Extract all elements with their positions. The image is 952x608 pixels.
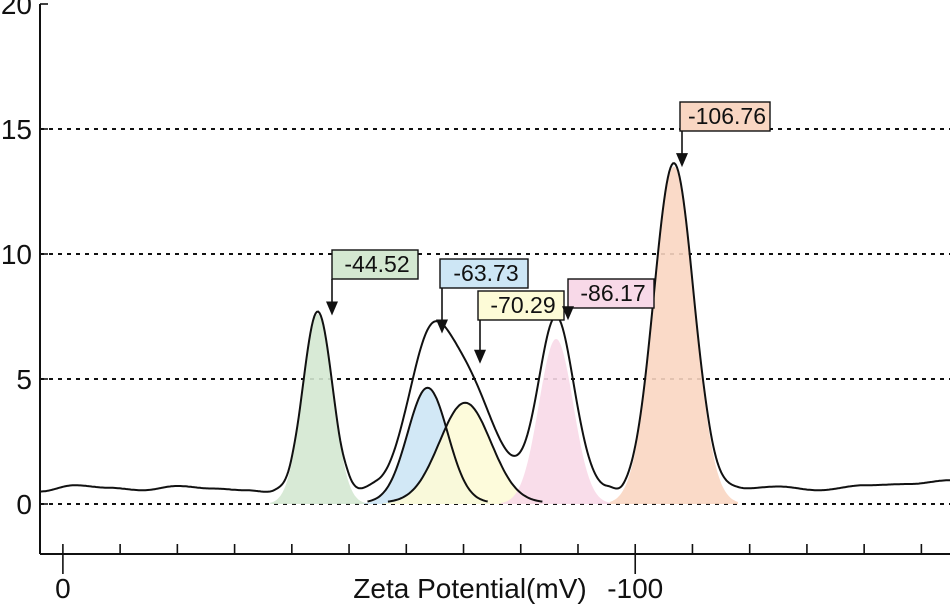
curves	[40, 162, 950, 503]
peak-outline	[387, 401, 543, 503]
peak-label-box	[679, 101, 771, 132]
y-tick-label: 10	[1, 239, 32, 270]
peak-area	[270, 314, 366, 504]
peak-label-box	[331, 249, 419, 280]
peak-areas	[270, 166, 738, 504]
y-axis-ticks: 0 5 10 15 20	[1, 0, 48, 520]
x-axis-ticks: 0 -100	[55, 544, 923, 604]
y-tick-label: 15	[1, 114, 32, 145]
x-tick-label: -100	[607, 573, 663, 604]
peak-label: -44.52	[344, 251, 409, 277]
plot-frame	[39, 4, 950, 555]
peak-arrowhead	[676, 153, 688, 168]
peak-arrowhead	[562, 306, 574, 321]
annotations: -44.52 -63.73 -70.29 -86.17 -106.76	[326, 101, 771, 364]
grid-lines	[40, 128, 950, 505]
peak-area	[382, 404, 548, 504]
y-tick-label: 20	[1, 0, 32, 20]
peak-area	[609, 166, 738, 504]
x-tick-label: 0	[55, 573, 71, 604]
peak-outline	[367, 386, 488, 503]
y-tick-label: 0	[16, 489, 32, 520]
peak-label: -70.29	[490, 292, 555, 318]
y-tick-label: 5	[16, 364, 32, 395]
peak-arrowhead	[436, 319, 448, 334]
peak-arrowhead	[474, 349, 486, 364]
peak-label: -106.76	[688, 103, 766, 129]
peak-arrowhead	[326, 301, 338, 316]
peak-label-box	[567, 278, 655, 309]
peak-label-box	[439, 258, 529, 289]
x-axis-label: Zeta Potential(mV)	[353, 573, 586, 604]
peak-label: -63.73	[453, 260, 518, 286]
peak-area	[501, 339, 611, 504]
peak-label-box	[477, 290, 565, 321]
distribution-curve	[40, 162, 950, 493]
peak-label: -86.17	[580, 280, 645, 306]
